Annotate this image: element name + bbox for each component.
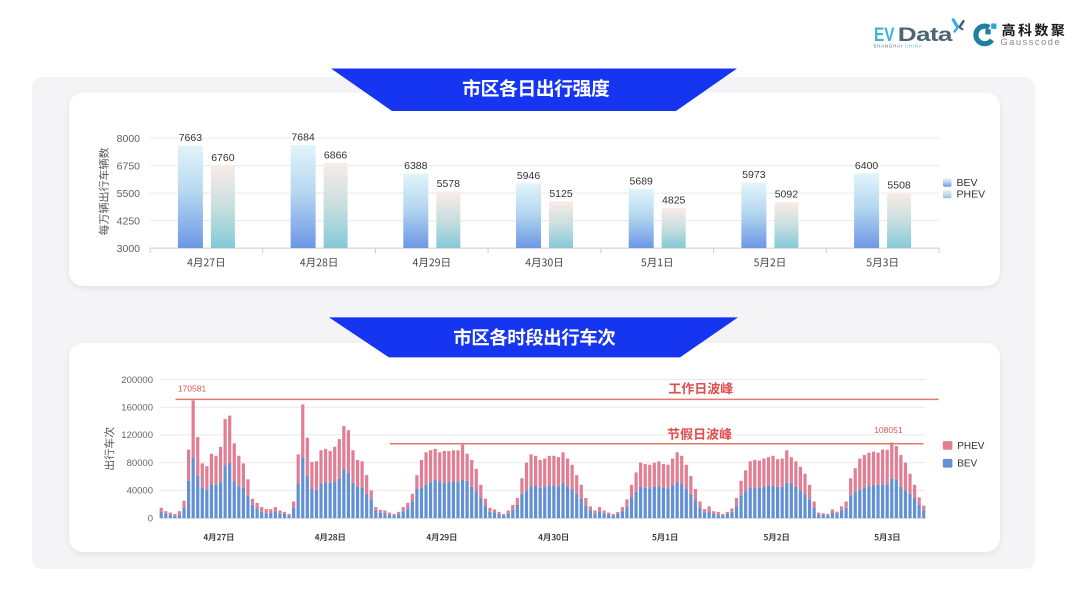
svg-text:108051: 108051 [874,425,903,435]
svg-text:EV: EV [874,25,895,46]
svg-text:0: 0 [148,513,153,524]
svg-text:7663: 7663 [179,132,203,144]
svg-text:5092: 5092 [775,189,799,201]
svg-text:170581: 170581 [178,383,207,393]
svg-text:6760: 6760 [211,152,235,164]
svg-text:PHEV: PHEV [957,189,986,201]
svg-text:7684: 7684 [291,132,315,144]
svg-text:5125: 5125 [549,188,573,200]
svg-text:Gausscode: Gausscode [1000,37,1061,48]
svg-text:40000: 40000 [127,486,153,497]
svg-text:4250: 4250 [117,215,141,227]
svg-text:PHEV: PHEV [957,441,985,452]
svg-text:BEV: BEV [957,177,978,189]
svg-text:6400: 6400 [855,160,879,172]
svg-text:5508: 5508 [887,179,911,191]
svg-text:80000: 80000 [127,458,153,469]
svg-text:4825: 4825 [662,194,686,206]
svg-text:5500: 5500 [117,188,141,200]
svg-text:6388: 6388 [404,160,428,172]
svg-text:160000: 160000 [121,403,153,414]
svg-text:6866: 6866 [324,150,348,162]
svg-text:120000: 120000 [121,430,153,441]
svg-text:5578: 5578 [437,178,461,190]
svg-text:5973: 5973 [742,169,766,181]
svg-text:6750: 6750 [117,160,141,172]
svg-text:SHANGHAI CHINA: SHANGHAI CHINA [874,44,923,49]
svg-text:5689: 5689 [630,175,654,187]
svg-text:BEV: BEV [957,459,977,470]
svg-text:Data: Data [898,25,953,46]
svg-text:3000: 3000 [117,243,141,255]
svg-text:8000: 8000 [117,133,141,145]
svg-text:200000: 200000 [121,375,153,386]
svg-text:5946: 5946 [517,170,541,182]
